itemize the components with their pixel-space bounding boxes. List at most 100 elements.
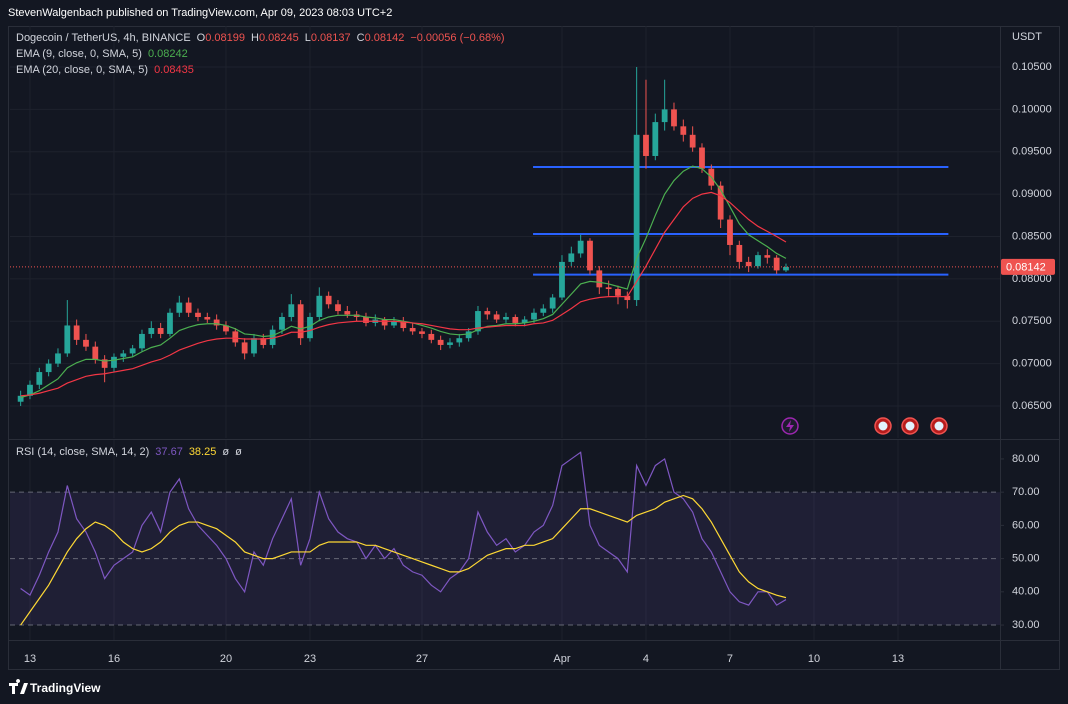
rsi-line	[20, 451, 787, 606]
y-tick-label: 0.08000	[1012, 273, 1052, 285]
x-tick-label: 4	[643, 653, 649, 665]
candle-body	[297, 304, 304, 339]
candle-body	[120, 353, 127, 357]
candle-body	[176, 302, 183, 313]
candle-body	[549, 297, 556, 309]
flag-glyph	[905, 421, 915, 431]
candle-body	[269, 329, 276, 345]
candle-body	[755, 255, 761, 267]
ema-line	[20, 165, 787, 399]
brand-logo	[9, 679, 28, 694]
candle-body	[773, 257, 780, 271]
candle-body	[241, 342, 248, 354]
candle-body	[493, 314, 500, 320]
candle-body	[727, 219, 733, 245]
footer: TradingView	[9, 679, 101, 695]
flag-glyph	[934, 421, 944, 431]
plot-layer: 13 16 20 23 27 Apr 4 7 10 13 0.06500 0.07000 0.07500…	[10, 26, 1055, 665]
x-tick-label: 20	[220, 653, 232, 665]
candle-body	[64, 325, 71, 354]
ohlc-value: 0.08245	[259, 32, 299, 44]
ohlc-value: 0.08137	[311, 32, 351, 44]
y-tick-label: 70.00	[1012, 486, 1040, 498]
legend-name: EMA (9, close, 0, SMA, 5)	[16, 48, 142, 60]
candle-body	[101, 359, 108, 368]
y-tick-label: 0.09500	[1012, 146, 1052, 158]
candle-body	[568, 253, 575, 262]
candle-body	[605, 287, 612, 290]
x-tick-label: 10	[808, 653, 820, 665]
candle-body	[27, 384, 33, 396]
candle-body	[428, 333, 435, 340]
chart-frame	[8, 26, 1060, 670]
x-tick-label: 27	[416, 653, 428, 665]
ohlc-key: H	[251, 32, 259, 44]
x-tick-label: 13	[24, 653, 36, 665]
candle-body	[437, 339, 444, 345]
candle-body	[624, 295, 631, 301]
candle-body	[633, 134, 640, 301]
candle-body	[400, 321, 407, 329]
candle-body	[391, 321, 397, 326]
candle-body	[45, 363, 52, 373]
candle-body	[204, 316, 211, 320]
candle-body	[643, 134, 649, 156]
legend-name: EMA (20, close, 0, SMA, 5)	[16, 64, 148, 76]
candle-body	[307, 316, 313, 339]
candle-body	[512, 316, 519, 323]
symbol-title: Dogecoin / TetherUS, 4h, BINANCE	[16, 32, 191, 44]
legend-line: Dogecoin / TetherUS, 4h, BINANCE O0.08199…	[16, 32, 505, 44]
ohlc-key: L	[305, 32, 311, 44]
price-change: −0.00056 (−0.68%)	[410, 32, 504, 44]
candle-body	[652, 122, 659, 156]
legend-line: RSI (14, close, SMA, 14, 2) 37.67 38.25 ø ø	[16, 446, 242, 458]
y-tick-label: 30.00	[1012, 619, 1040, 631]
last-price-label: 0.08142	[1006, 262, 1046, 274]
candle-body	[689, 134, 696, 148]
candle-body	[185, 302, 192, 313]
candle-body	[148, 328, 155, 334]
candle-body	[577, 240, 584, 254]
candle-body	[409, 328, 416, 332]
rsi-line	[20, 494, 787, 626]
candle-body	[223, 325, 229, 332]
status-icon: ø	[235, 446, 242, 458]
y-tick-label: 80.00	[1012, 453, 1040, 465]
y-tick-label: 0.06500	[1012, 400, 1052, 412]
candle-body	[251, 338, 257, 354]
candle-body	[83, 339, 89, 347]
candle-body	[736, 244, 743, 262]
y-tick-label: 0.08500	[1012, 230, 1052, 242]
flag-glyph	[878, 421, 888, 431]
status-icon: ø	[222, 446, 229, 458]
last-price-tag	[1001, 258, 1055, 275]
candle-body	[596, 270, 603, 288]
candle-body	[615, 289, 621, 296]
candle-body	[764, 255, 771, 258]
candle-body	[157, 328, 164, 334]
candle-body	[316, 295, 323, 317]
candle-body	[745, 261, 752, 267]
candle-body	[521, 319, 528, 323]
lightning-glyph	[786, 420, 794, 432]
candle-body	[699, 147, 705, 169]
candle-body	[661, 109, 668, 123]
candle-body	[36, 372, 43, 385]
candle-body	[325, 295, 332, 305]
ohlc-key: C	[357, 32, 365, 44]
candle-body	[344, 311, 351, 315]
candle-body	[279, 316, 285, 330]
candle-body	[73, 325, 80, 340]
legend-value: 37.67	[155, 446, 183, 458]
x-tick-label: 7	[727, 653, 733, 665]
legend-line: EMA (9, close, 0, SMA, 5) 0.08242	[16, 48, 188, 60]
y-tick-label: 0.09000	[1012, 188, 1052, 200]
legend-line: EMA (20, close, 0, SMA, 5) 0.08435	[16, 64, 194, 76]
y-tick-label: 50.00	[1012, 553, 1040, 565]
candle-body	[456, 338, 463, 343]
candle-body	[559, 261, 565, 298]
brand-name: TradingView	[30, 681, 101, 695]
candle-body	[213, 319, 220, 326]
